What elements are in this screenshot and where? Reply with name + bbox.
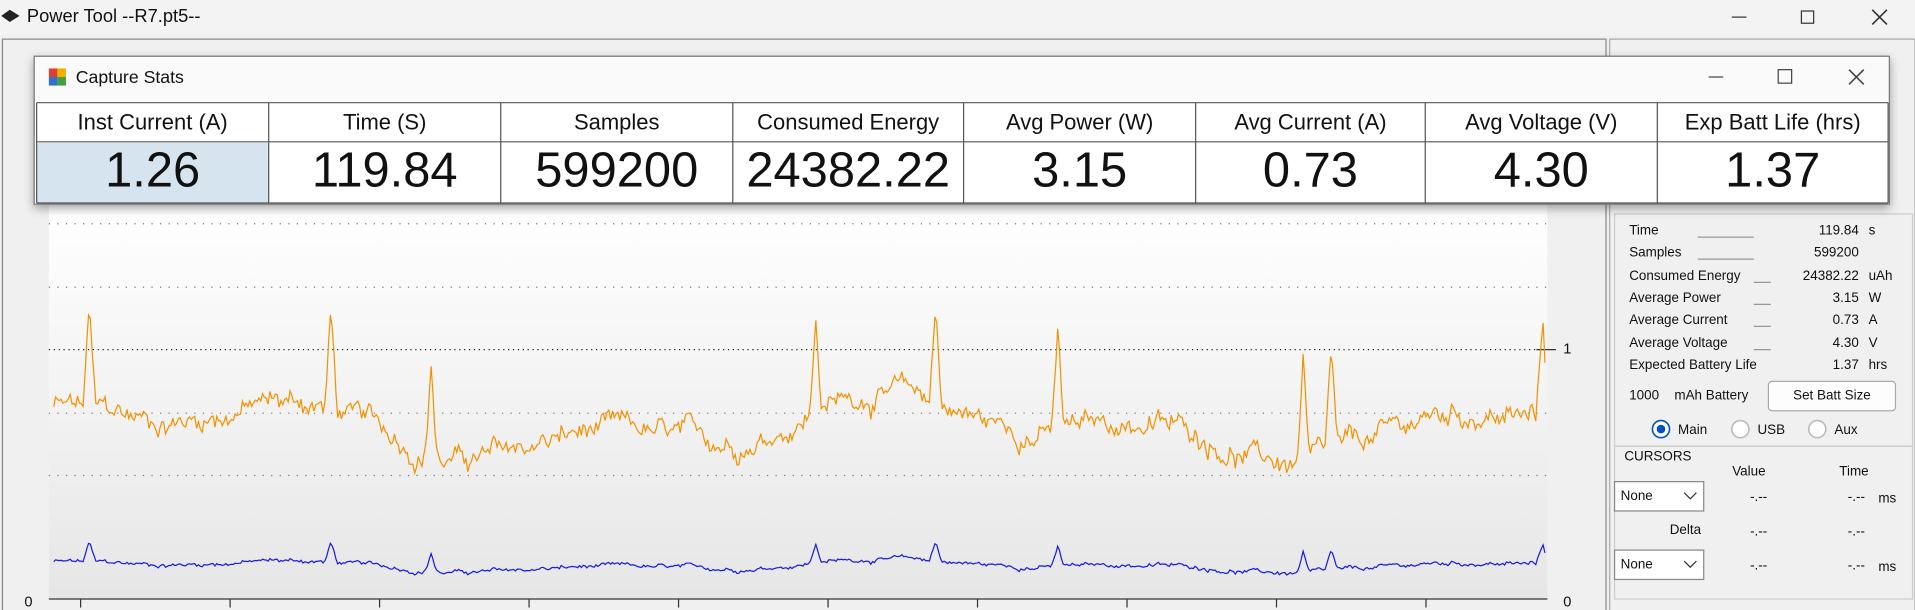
stat-value: 599200 — [1814, 245, 1859, 260]
dialog-icon — [57, 68, 66, 78]
column-header: Avg Power (W) — [1006, 109, 1153, 134]
voltage-trace — [53, 542, 1546, 576]
close-button[interactable] — [1871, 9, 1888, 26]
column-value: 119.84 — [312, 143, 458, 197]
stat-value: 3.15 — [1833, 290, 1859, 305]
stat-label: Average Power — [1629, 290, 1721, 305]
column-header: Avg Voltage (V) — [1465, 109, 1617, 134]
axis-label: 0 — [24, 595, 32, 610]
dialog-icon — [57, 77, 66, 86]
column-value: 24382.22 — [746, 143, 950, 197]
plot-area — [48, 205, 1548, 599]
column-header: Samples — [574, 109, 660, 134]
set-batt-label: Set Batt Size — [1793, 388, 1871, 403]
dropdown-arrow — [1683, 560, 1697, 569]
axis-label: 1 — [1563, 341, 1571, 357]
cursor-select-value: None — [1621, 488, 1653, 503]
restore-button[interactable] — [1800, 10, 1815, 24]
cursor-unit: ms — [1878, 490, 1896, 505]
set-batt-button[interactable] — [1767, 380, 1897, 412]
stat-value: 24382.22 — [1803, 268, 1859, 283]
stat-unit: hrs — [1869, 357, 1888, 372]
x-ticks — [79, 598, 1427, 608]
cursor-select[interactable] — [1613, 481, 1705, 512]
cursor-select[interactable] — [1613, 549, 1705, 581]
app-icon — [1, 9, 20, 23]
cursor-value: -.-- — [1750, 489, 1767, 504]
cursors-title: CURSORS — [1624, 449, 1691, 464]
stats-table: Inst Current (A) 1.26 Time (S) 119.84 Sample… — [36, 102, 1889, 204]
stat-unit: s — [1869, 223, 1876, 238]
title-bar — [0, 0, 1915, 36]
stat-value: 119.84 — [1819, 223, 1860, 238]
radio[interactable] — [1731, 419, 1750, 439]
window-title: Power Tool --R7.pt5-- — [27, 5, 201, 26]
dialog-icon — [48, 68, 58, 78]
cursor-value: -.-- — [1750, 558, 1767, 573]
stat-label: Average Current — [1629, 312, 1728, 327]
stat-unit: V — [1869, 335, 1878, 350]
stat-label: Consumed Energy — [1629, 268, 1741, 283]
radio-label: USB — [1757, 422, 1785, 437]
time-header: Time — [1839, 463, 1868, 478]
column-header: Exp Batt Life (hrs) — [1685, 109, 1861, 134]
column-header: Time (S) — [343, 109, 426, 134]
column-value: 3.15 — [1032, 143, 1127, 197]
stat-label: Time — [1629, 223, 1658, 238]
stat-label: Average Voltage — [1629, 335, 1727, 350]
radio-label: Main — [1678, 422, 1707, 437]
side-content: Time 119.84 s Samples 599200 Consumed Energy 2… — [1613, 223, 1897, 581]
stat-value: 4.30 — [1833, 335, 1859, 350]
dialog-title-bar — [35, 57, 1889, 102]
stat-value: 0.73 — [1833, 312, 1859, 327]
column-header: Inst Current (A) — [78, 109, 228, 134]
value-header: Value — [1732, 463, 1765, 478]
cursor-value: -.-- — [1750, 523, 1767, 538]
stat-label: Samples — [1629, 245, 1682, 260]
dropdown-arrow — [1683, 492, 1697, 500]
column-value: 4.30 — [1494, 143, 1589, 197]
cursor-unit: ms — [1878, 559, 1896, 574]
cursor-select-value: None — [1621, 556, 1653, 571]
column-value: 0.73 — [1263, 143, 1358, 197]
radio[interactable] — [1807, 419, 1827, 439]
battery-label: mAh Battery — [1674, 388, 1748, 403]
cursor-time: -.-- — [1848, 489, 1865, 504]
column-value: 1.26 — [105, 143, 200, 197]
column-header: Consumed Energy — [757, 109, 939, 134]
cursor-time: -.-- — [1848, 523, 1865, 538]
cursor-time: -.-- — [1848, 558, 1865, 573]
stat-unit: W — [1869, 290, 1882, 305]
stat-value: 1.37 — [1833, 357, 1859, 372]
current-trace — [53, 312, 1546, 476]
stat-label: Expected Battery Life — [1629, 357, 1757, 372]
dialog-title: Capture Stats — [76, 67, 184, 87]
dialog-maximize[interactable] — [1777, 69, 1793, 84]
stat-unit: A — [1869, 312, 1878, 327]
dialog-close[interactable] — [1848, 69, 1865, 85]
delta-label: Delta — [1670, 522, 1702, 537]
column-value: 599200 — [535, 143, 698, 197]
stat-unit: uAh — [1869, 268, 1893, 283]
battery-capacity: 1000 — [1629, 388, 1659, 403]
radio-label: Aux — [1834, 422, 1857, 437]
column-value: 1.37 — [1725, 143, 1820, 197]
column-header: Avg Current (A) — [1234, 109, 1386, 134]
dialog-icon — [48, 77, 58, 86]
axis-label: 0 — [1563, 595, 1571, 610]
radio-dot — [1656, 424, 1666, 434]
selected-cell — [36, 143, 269, 203]
grid — [48, 223, 1548, 477]
cursors-box — [1613, 445, 1914, 600]
